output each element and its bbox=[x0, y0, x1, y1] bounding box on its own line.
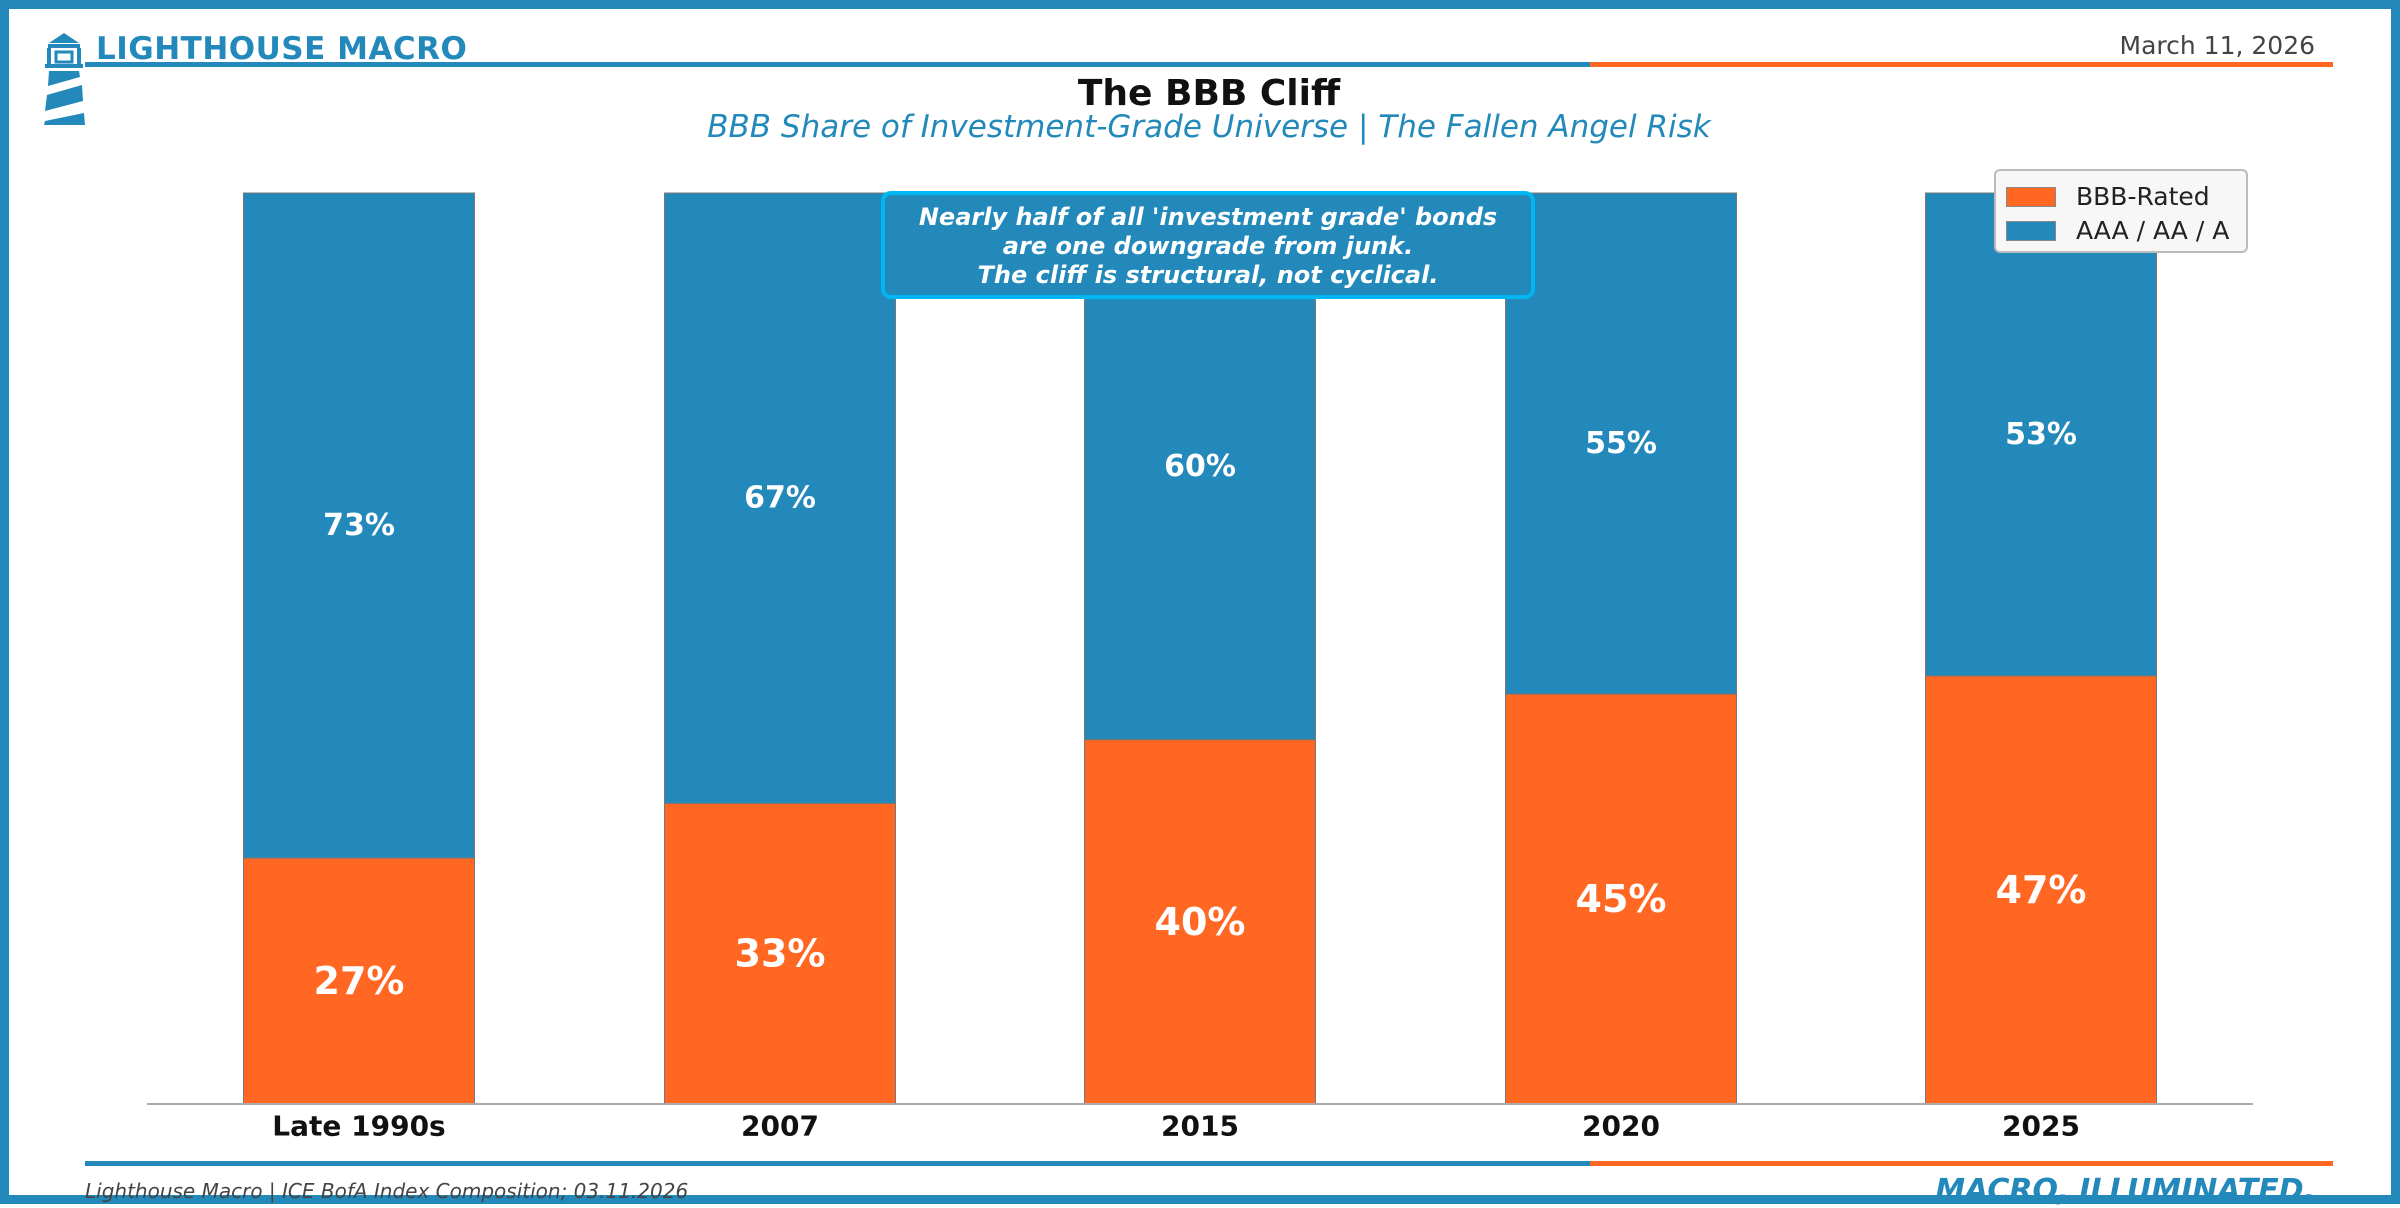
data-label-aaa-aa-a-2007: 67% bbox=[744, 481, 816, 516]
data-label-aaa-aa-a-2015: 60% bbox=[1164, 449, 1236, 484]
bar-aaa-aa-a-late-1990s bbox=[243, 192, 475, 859]
bar-chart-plot: 27% 73% Late 1990s 33% 67% 2007 40% 60% 2015 45% 5… bbox=[147, 192, 2253, 1143]
lighthouse-icon bbox=[44, 33, 85, 125]
legend-item-bbb: BBB-Rated bbox=[2006, 182, 2210, 211]
x-tick-label-2015: 2015 bbox=[1161, 1110, 1239, 1143]
x-tick-label-late-1990s: Late 1990s bbox=[272, 1110, 445, 1143]
header-rule-orange bbox=[1590, 62, 2333, 67]
tagline: MACRO, ILLUMINATED. bbox=[1935, 1173, 2315, 1208]
callout-box: Nearly half of all 'investment grade' bo… bbox=[881, 191, 1535, 299]
legend-label-high-grade: AAA / AA / A bbox=[2076, 216, 2230, 245]
data-label-aaa-aa-a-2020: 55% bbox=[1585, 426, 1657, 461]
chart-subtitle: BBB Share of Investment-Grade Universe |… bbox=[707, 109, 1711, 145]
data-label-aaa-aa-a-2025: 53% bbox=[2005, 417, 2077, 452]
legend-item-high-grade: AAA / AA / A bbox=[2006, 216, 2229, 245]
brand-name: LIGHTHOUSE MACRO bbox=[96, 31, 468, 67]
callout-line: Nearly half of all 'investment grade' bo… bbox=[918, 203, 1498, 231]
header-rule-blue bbox=[85, 62, 1590, 67]
callout-line: are one downgrade from junk. bbox=[1002, 232, 1414, 260]
footer-rule-orange bbox=[1590, 1161, 2333, 1166]
chart-legend: BBB-Rated AAA / AA / A bbox=[1994, 169, 2248, 253]
data-label-bbb-rated-2007: 33% bbox=[735, 932, 826, 976]
data-label-bbb-rated-2025: 47% bbox=[1996, 868, 2087, 912]
chart-title: The BBB Cliff bbox=[1077, 73, 1341, 114]
data-label-bbb-rated-2015: 40% bbox=[1155, 900, 1246, 944]
bar-aaa-aa-a-2025 bbox=[1925, 192, 2157, 677]
legend-label-bbb: BBB-Rated bbox=[2076, 182, 2210, 211]
bar-bbb-rated-2007 bbox=[664, 802, 896, 1105]
data-label-bbb-rated-late-1990s: 27% bbox=[314, 959, 405, 1003]
bar-bbb-rated-2015 bbox=[1084, 739, 1316, 1105]
x-tick-label-2025: 2025 bbox=[2002, 1110, 2080, 1143]
bar-aaa-aa-a-2020 bbox=[1505, 192, 1737, 695]
callout-line: The cliff is structural, not cyclical. bbox=[977, 261, 1439, 289]
bar-bbb-rated-2020 bbox=[1505, 693, 1737, 1105]
x-tick-label-2007: 2007 bbox=[741, 1110, 819, 1143]
legend-swatch-high-grade bbox=[2006, 220, 2056, 241]
data-label-aaa-aa-a-late-1990s: 73% bbox=[323, 508, 395, 543]
footer-rule-blue bbox=[85, 1161, 1590, 1166]
x-tick-label-2020: 2020 bbox=[1582, 1110, 1660, 1143]
source-note: Lighthouse Macro | ICE BofA Index Compos… bbox=[85, 1179, 689, 1203]
report-date: March 11, 2026 bbox=[2119, 31, 2315, 60]
bar-aaa-aa-a-2007 bbox=[664, 192, 896, 804]
data-label-bbb-rated-2020: 45% bbox=[1576, 877, 1667, 921]
legend-swatch-bbb bbox=[2006, 186, 2056, 207]
